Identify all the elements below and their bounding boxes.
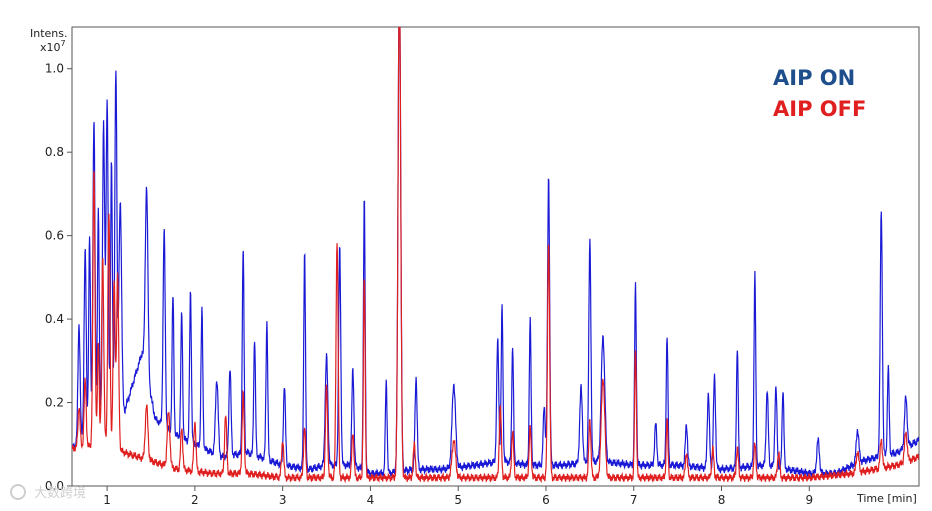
x-tick-label: 1 [103,493,111,507]
series-aip-off-line [72,27,919,484]
x-tick-label: 3 [279,493,287,507]
y-axis-label: Intens. [30,27,68,40]
x-tick-label: 7 [630,493,638,507]
series-aip-on-line [72,27,919,479]
x-tick-label: 2 [191,493,199,507]
x-tick-label: 8 [718,493,726,507]
watermark: 大数跨境 [10,484,86,501]
y-tick-label: 0.2 [45,396,64,410]
y-axis-unit: x107 [40,39,66,54]
watermark-text: 大数跨境 [34,486,86,501]
x-axis-label: Time [min] [856,492,917,505]
axis-ticks [67,68,810,491]
y-axis-unit-base: x10 [40,41,61,54]
series-group [72,27,919,484]
watermark-logo-icon [10,484,26,500]
legend-aip-off: AIP OFF [773,97,866,121]
y-tick-label: 0.6 [45,229,64,243]
x-tick-label: 4 [367,493,375,507]
plot-frame [71,26,920,487]
y-tick-label: 0.8 [45,145,64,159]
x-tick-label: 5 [454,493,462,507]
x-tick-label: 9 [805,493,813,507]
y-tick-label: 0.0 [45,479,64,493]
y-axis-unit-exponent: 7 [61,39,66,48]
y-tick-label: 1.0 [45,62,64,76]
legend-aip-on: AIP ON [773,66,855,90]
x-tick-label: 6 [542,493,550,507]
tick-labels: 1 2 3 4 5 6 7 8 9 0.0 0.2 0.4 0.6 0.8 1.0 [45,62,813,507]
y-tick-label: 0.4 [45,312,64,326]
